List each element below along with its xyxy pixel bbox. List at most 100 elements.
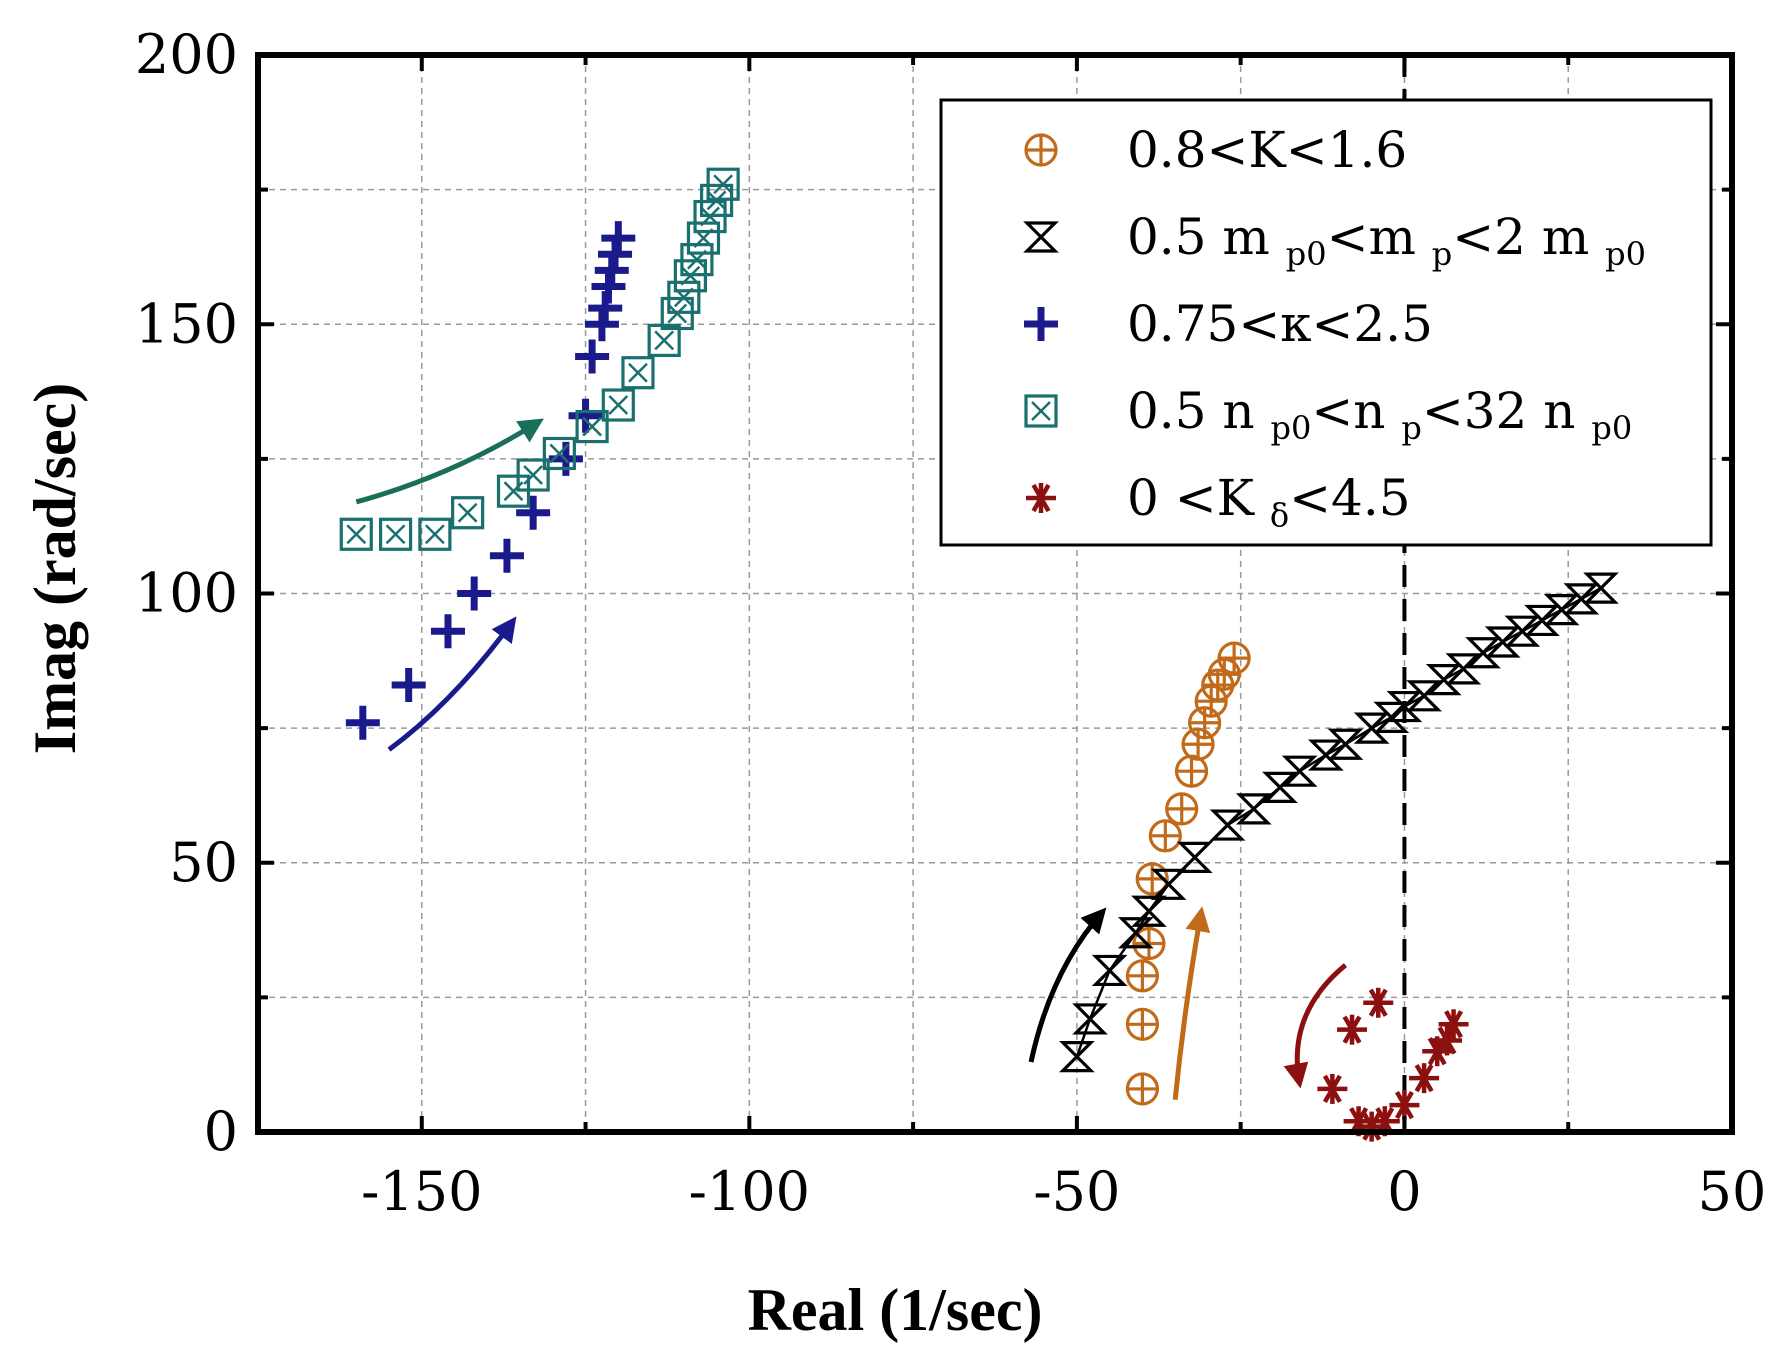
data-series <box>339 167 1619 1142</box>
x-tick-label: 0 <box>1387 1160 1421 1223</box>
marker-hourglass <box>1583 572 1619 604</box>
data-point <box>1445 653 1482 685</box>
legend-subscript: p0 <box>1605 235 1646 273</box>
marker-hourglass <box>1327 728 1364 760</box>
data-point <box>1176 841 1213 873</box>
legend-text-part: 0.75<κ<2.5 <box>1127 295 1433 353</box>
axis-ticks <box>258 55 1732 1132</box>
marker-square <box>575 409 609 444</box>
data-point <box>1281 755 1318 787</box>
x-tick-label: -50 <box>1033 1160 1120 1223</box>
data-point <box>1072 1003 1108 1035</box>
data-point <box>516 458 550 492</box>
data-point <box>430 614 465 649</box>
legend-text-part: <2 m <box>1452 208 1605 266</box>
data-point <box>601 221 636 256</box>
data-point <box>457 576 492 611</box>
data-point <box>1150 868 1187 900</box>
marker-hourglass <box>1281 755 1318 787</box>
legend-text-part: <4.5 <box>1289 469 1410 527</box>
data-point <box>1217 641 1251 675</box>
legend-marker <box>1026 483 1056 513</box>
marker-hourglass <box>1150 868 1187 900</box>
data-point <box>378 517 413 551</box>
data-point <box>1337 1014 1368 1045</box>
marker-hourglass <box>1059 1041 1095 1073</box>
data-point <box>1262 771 1298 803</box>
marker-hourglass <box>1262 771 1298 803</box>
data-point <box>1188 706 1222 740</box>
legend-subscript: p0 <box>1286 235 1327 273</box>
x-tick-label: -100 <box>689 1160 810 1223</box>
legend: 0.8<K<1.6 0.5 m p0<m p<2 m p0 0.75<κ<2.5 0.… <box>939 98 1713 547</box>
data-point <box>1165 792 1199 826</box>
marker-hourglass <box>1023 221 1059 253</box>
data-point <box>1317 1073 1348 1104</box>
legend-subscript: p0 <box>1271 409 1312 447</box>
data-point <box>575 409 609 444</box>
series-4 <box>1317 987 1469 1142</box>
y-tick-label: 150 <box>135 292 238 355</box>
marker-square <box>339 517 373 551</box>
marker-d2 <box>1031 401 1051 421</box>
data-point <box>1174 754 1209 788</box>
y-tick-label: 0 <box>204 1100 238 1163</box>
marker-square <box>418 517 452 551</box>
data-point <box>489 538 524 573</box>
y-tick-label: 50 <box>169 831 238 894</box>
legend-marker <box>1023 221 1059 253</box>
marker-d2 <box>628 362 648 383</box>
marker-square <box>601 388 635 422</box>
data-point <box>1235 793 1272 825</box>
data-point <box>1059 1041 1095 1073</box>
legend-subscript: δ <box>1270 496 1289 534</box>
marker-hourglass <box>1072 1003 1108 1035</box>
data-point <box>1125 959 1160 993</box>
marker-d2 <box>582 416 602 437</box>
marker-square <box>451 496 485 530</box>
marker-square <box>378 517 413 551</box>
y-axis-title: Imag (rad/sec) <box>22 383 88 755</box>
marker-d2 <box>654 330 675 351</box>
data-point <box>542 436 576 471</box>
legend-label: 0.5 n p0<n p<32 n p0 <box>1127 382 1632 447</box>
trend-arrow <box>1172 906 1211 1100</box>
marker-d2 <box>713 174 734 195</box>
marker-d2 <box>549 443 570 464</box>
marker-square <box>542 436 576 471</box>
y-tick-label: 100 <box>135 562 238 625</box>
legend-text-part: <32 n <box>1422 382 1592 440</box>
legend-subscript: p0 <box>1591 409 1632 447</box>
data-point <box>516 495 551 530</box>
legend-text-part: 0 <K <box>1127 469 1270 527</box>
data-point <box>686 221 721 255</box>
data-point <box>647 323 681 358</box>
marker-hourglass <box>1406 680 1442 712</box>
marker-d2 <box>457 502 478 523</box>
legend-marker <box>1024 307 1058 341</box>
data-point <box>1406 680 1442 712</box>
legend-text-part: 0.8<K<1.6 <box>1127 121 1407 179</box>
data-point <box>1125 1007 1160 1041</box>
data-point <box>601 388 635 422</box>
trend-arrow <box>1028 907 1107 1063</box>
legend-label: 0.5 m p0<m p<2 m p0 <box>1127 208 1646 273</box>
marker-square <box>1024 394 1058 428</box>
data-point <box>1389 1090 1420 1121</box>
data-point <box>391 668 426 703</box>
legend-marker <box>1024 133 1058 167</box>
marker-hourglass <box>1209 809 1246 841</box>
marker-hourglass <box>1235 793 1272 825</box>
trend-arrows <box>355 418 1348 1100</box>
data-point <box>1148 819 1182 853</box>
legend-text-part: 0.5 m <box>1127 208 1286 266</box>
marker-square <box>516 458 550 492</box>
series-1 <box>1059 572 1619 1073</box>
legend-text-part: <m <box>1327 208 1432 266</box>
marker-hourglass <box>1176 841 1213 873</box>
data-point <box>568 398 603 433</box>
data-point <box>1438 1009 1469 1040</box>
marker-square <box>706 167 740 201</box>
trend-arrow <box>1283 963 1348 1089</box>
